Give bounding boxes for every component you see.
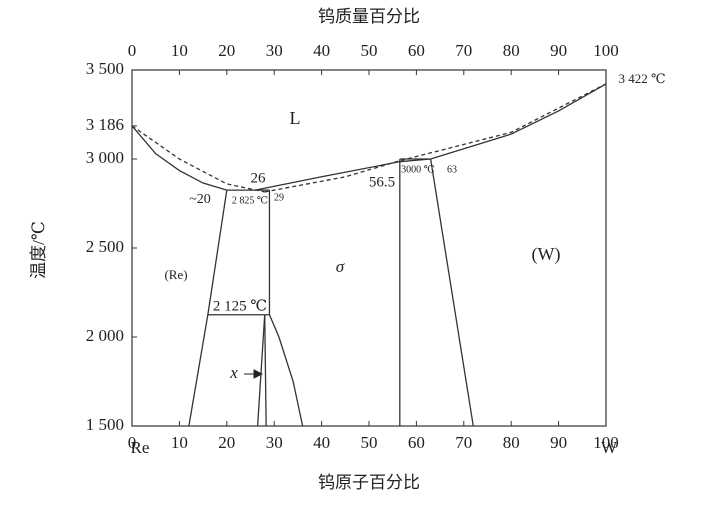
annotation: 2 825 ℃ (232, 195, 268, 206)
x-tick-label: 40 (313, 433, 330, 452)
y-tick-label: 1 500 (86, 415, 124, 434)
annotation: σ (336, 257, 345, 276)
annotation: ~20 (189, 192, 211, 207)
x2-tick-label: 40 (313, 41, 330, 60)
y-tick-label: 2 000 (86, 326, 124, 345)
x-tick-label: 30 (266, 433, 283, 452)
y-tick-label: 2 500 (86, 237, 124, 256)
x-tick-label: 80 (503, 433, 520, 452)
annotation: Re (131, 438, 150, 457)
x-tick-label: 90 (550, 433, 567, 452)
annotation: 29 (274, 192, 284, 203)
y-tick-label: 3 186 (86, 115, 124, 134)
phase-boundary (256, 314, 266, 427)
annotation: 56.5 (369, 174, 395, 190)
phase-boundary (131, 125, 227, 191)
x-tick-label: 20 (218, 433, 235, 452)
annotation: W (601, 438, 618, 457)
annotation: L (290, 108, 301, 128)
phase-boundary (264, 83, 607, 193)
x2-tick-label: 70 (455, 41, 472, 60)
y-tick-label: 3 000 (86, 148, 124, 167)
phase-boundary (131, 125, 265, 193)
annotation: (W) (532, 244, 561, 265)
x2-tick-label: 100 (593, 41, 619, 60)
phase-boundary (264, 314, 267, 427)
x-arrow (244, 369, 264, 379)
x2-tick-label: 50 (361, 41, 378, 60)
x2-tick-label: 30 (266, 41, 283, 60)
annotation: 3000 ℃ (401, 164, 435, 175)
x-tick-label: 70 (455, 433, 472, 452)
annotation: 26 (251, 170, 267, 186)
y-axis-title: 温度/℃ (29, 221, 48, 279)
annotation: 2 125 ℃ (213, 298, 267, 314)
x-tick-label: 60 (408, 433, 425, 452)
x2-tick-label: 60 (408, 41, 425, 60)
annotation: x (229, 363, 238, 382)
y-tick-label: 3 500 (86, 59, 124, 78)
x-axis-title: 钨原子百分比 (318, 473, 420, 492)
x2-tick-label: 10 (171, 41, 188, 60)
x2-tick-label: 90 (550, 41, 567, 60)
x-tick-label: 50 (361, 433, 378, 452)
x-tick-label: 0 (128, 433, 137, 452)
x2-tick-label: 20 (218, 41, 235, 60)
x-tick-label: 100 (593, 433, 619, 452)
phase-boundary (429, 158, 474, 427)
annotation: (Re) (164, 267, 187, 282)
x2-tick-label: 80 (503, 41, 520, 60)
x-tick-label: 10 (171, 433, 188, 452)
x2-tick-label: 0 (128, 41, 137, 60)
annotation: 63 (447, 164, 457, 175)
phase-boundary (268, 314, 304, 427)
top-axis-title: 钨质量百分比 (318, 7, 420, 26)
annotation: 3 422 ℃ (618, 71, 665, 86)
